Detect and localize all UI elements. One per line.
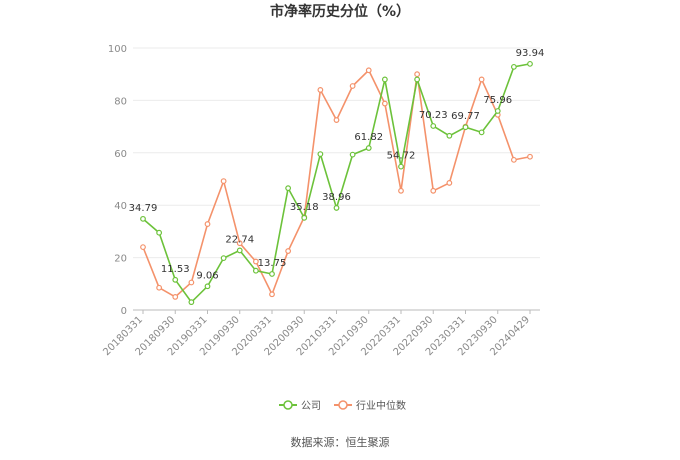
data-point [414, 76, 421, 83]
data-label: 35.18 [290, 202, 319, 213]
data-label: 75.96 [483, 95, 512, 106]
series-layer [140, 60, 533, 306]
data-label: 13.75 [258, 258, 287, 269]
data-point [446, 132, 453, 139]
data-label: 9.06 [196, 270, 218, 281]
data-point [285, 248, 292, 254]
data-point [430, 187, 437, 194]
source-note: 数据来源：恒生聚源 [291, 435, 390, 449]
data-label: 11.53 [161, 264, 190, 275]
data-point [269, 271, 275, 277]
data-point [140, 215, 146, 222]
data-point [478, 129, 485, 136]
y-tick-label: 100 [108, 44, 127, 55]
data-label: 54.72 [387, 151, 416, 162]
data-point [333, 205, 340, 211]
data-point [236, 247, 243, 254]
data-point [204, 283, 211, 290]
data-point [172, 294, 179, 300]
data-point [462, 124, 469, 131]
data-label: 22.74 [225, 234, 254, 245]
data-point [172, 276, 179, 283]
data-point [381, 100, 388, 107]
data-point [333, 117, 340, 123]
data-point [381, 76, 388, 83]
data-point [156, 229, 163, 236]
data-point [252, 267, 259, 274]
data-point [269, 291, 275, 298]
y-tick-label: 0 [121, 306, 127, 317]
y-tick-label: 80 [114, 96, 127, 107]
data-point [285, 185, 292, 192]
data-point [220, 255, 227, 262]
data-point [494, 108, 501, 114]
data-point [398, 163, 404, 170]
data-point [446, 180, 453, 186]
x-axis: 2018033120180930201903312019093020200331… [101, 310, 532, 358]
legend-swatch-marker [283, 400, 293, 410]
data-point [398, 187, 404, 194]
legend-label-company: 公司 [301, 401, 321, 412]
y-axis: 0 20 40 60 80 100 [108, 44, 127, 317]
chart-title: 市净率历史分位（%） [270, 3, 410, 20]
data-point [527, 60, 533, 67]
data-label: 34.79 [129, 203, 158, 214]
data-point [236, 240, 243, 247]
grid-lines [133, 47, 540, 259]
series-line-industry-median [142, 68, 531, 298]
data-point [365, 67, 372, 74]
data-point [317, 151, 324, 158]
data-point [365, 145, 372, 151]
data-point [204, 221, 211, 227]
data-point [478, 76, 485, 83]
data-point [317, 87, 324, 93]
y-tick-label: 20 [114, 254, 127, 265]
data-point [430, 123, 437, 129]
data-point [414, 71, 421, 78]
data-point [156, 284, 163, 291]
data-label: 70.23 [419, 110, 448, 121]
data-label: 38.96 [322, 192, 351, 203]
data-label: 69.77 [451, 111, 480, 122]
data-point [527, 153, 533, 160]
data-label: 61.82 [354, 132, 383, 143]
series-line-company [142, 63, 531, 304]
data-point [220, 178, 227, 184]
data-point [510, 156, 517, 163]
data-point [349, 151, 356, 158]
legend[interactable]: 公司 行业中位数 [279, 399, 406, 412]
data-point [301, 214, 308, 221]
data-label: 93.94 [516, 48, 545, 59]
data-point [140, 244, 146, 251]
legend-label-industry-median: 行业中位数 [356, 399, 406, 412]
data-point [252, 258, 259, 265]
data-point [188, 299, 195, 306]
legend-swatch-marker [338, 400, 348, 410]
y-tick-label: 40 [114, 201, 127, 212]
y-tick-label: 60 [114, 149, 127, 160]
data-point [510, 63, 517, 70]
data-point [349, 83, 356, 89]
data-point [188, 279, 195, 286]
